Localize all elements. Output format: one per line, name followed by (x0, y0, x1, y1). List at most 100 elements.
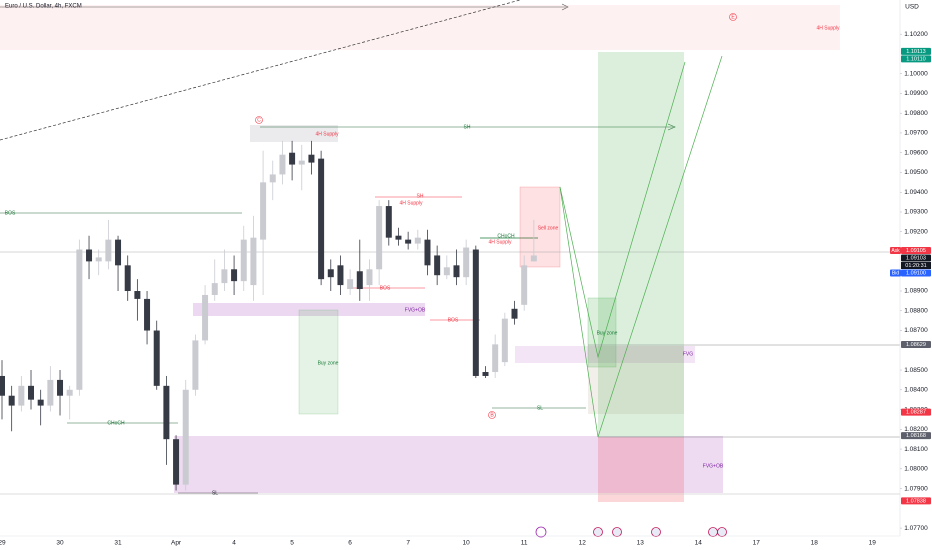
arrow-head (561, 3, 569, 11)
y-tick-label: 1.08800 (904, 307, 928, 314)
candle-body (337, 265, 344, 286)
y-tick-label: 1.09200 (904, 228, 928, 235)
candle-body (298, 160, 305, 165)
candle-body (173, 439, 180, 485)
price-tag (901, 497, 931, 505)
wave-marker (255, 116, 263, 124)
annotation: SH (417, 193, 424, 199)
price-tag-side (890, 247, 901, 255)
fvg-zone (515, 346, 695, 363)
y-tick-label: 1.09800 (904, 110, 928, 117)
candle-body (347, 279, 354, 290)
candle-body (134, 291, 141, 299)
candle-body (424, 239, 431, 266)
x-tick-label: 5 (290, 540, 294, 547)
annotation: FVG+OB (703, 463, 724, 469)
fvg-zone (174, 436, 723, 493)
candle-body (434, 255, 441, 276)
annotation: SH (464, 124, 471, 130)
event-icon (651, 527, 661, 537)
supply-zone (250, 125, 338, 142)
event-icons (593, 527, 727, 537)
candle-body (511, 308, 518, 319)
wave-marker (729, 13, 737, 21)
annotation: 4H Supply (816, 25, 840, 31)
projection (559, 55, 723, 438)
chart-title: Euro / U.S. Dollar, 4h, FXCM (5, 4, 82, 10)
candle-body (105, 239, 112, 262)
candle-body (289, 152, 296, 165)
price-tag (901, 55, 931, 63)
y-tick-label: 1.07700 (904, 525, 928, 532)
candle-body (279, 154, 286, 175)
arrow-head (667, 123, 676, 131)
price-tag-label: 1.10110 (906, 56, 925, 62)
y-tick-label: 1.10200 (904, 31, 928, 38)
x-tick-label: 18 (811, 540, 819, 547)
price-tag-side (890, 269, 901, 277)
candle-body (192, 340, 199, 390)
candle-body (231, 269, 238, 282)
candle-body (366, 269, 373, 286)
wave-marker (488, 411, 496, 419)
buy-zone (587, 297, 617, 368)
price-tag (901, 432, 931, 440)
annotation: BOS (448, 317, 459, 323)
x-tick-label: 7 (406, 540, 410, 547)
annotation: 4H Supply (488, 239, 512, 245)
candle-body (153, 330, 160, 386)
price-tag (901, 247, 931, 255)
countdown: 01:20:31 (905, 263, 926, 269)
price-tag-label: 1.08287 (906, 410, 926, 416)
target-zone (598, 52, 684, 437)
stop-zone (598, 437, 684, 502)
candle-body (385, 206, 392, 238)
price-tag (901, 254, 931, 262)
x-tick-label: 29 (0, 540, 6, 547)
projection (559, 61, 686, 359)
annotation: CHoCH (107, 420, 125, 426)
candle-body (37, 399, 44, 406)
x-tick-label: 17 (753, 540, 761, 547)
candle-body (47, 379, 54, 406)
sell-zone (519, 186, 561, 268)
fvg-zone (193, 303, 425, 316)
annotation: 4H Supply (315, 131, 339, 137)
y-tick-label: 1.07900 (904, 485, 928, 492)
candle-body (472, 249, 479, 376)
candle-body (8, 395, 15, 406)
candle-body (144, 298, 151, 331)
price-tag-label: 1.08629 (906, 342, 926, 348)
candle-body (395, 235, 402, 240)
candle-body (163, 385, 170, 440)
x-tick-label: 10 (463, 540, 471, 547)
y-tick-label: 1.10000 (904, 70, 928, 77)
annotation: Sell zone (538, 225, 559, 231)
currency-label: USD (905, 4, 919, 11)
candle-body (521, 265, 528, 305)
price-tag-label: 1.10113 (906, 49, 925, 55)
wave-label: B (490, 412, 494, 418)
y-tick-label: 1.08500 (904, 367, 928, 374)
price-tag-label: 1.09100 (906, 270, 926, 276)
y-tick-label: 1.09500 (904, 169, 928, 176)
candle-body (356, 271, 363, 290)
event-icon (708, 527, 718, 537)
candle-body (414, 237, 421, 244)
y-tick-label: 1.09300 (904, 209, 928, 216)
price-tag (901, 408, 931, 416)
candle-body (482, 372, 489, 376)
annotation: SL (537, 405, 543, 411)
y-tick-label: 1.08700 (904, 327, 928, 334)
price-tag (901, 341, 931, 349)
candle-body (530, 255, 537, 262)
price-tag (901, 269, 931, 277)
candle-body (250, 237, 257, 286)
candle-body (260, 182, 267, 240)
candle-body (269, 174, 276, 183)
candle-body (18, 385, 25, 406)
y-tick-label: 1.09900 (904, 90, 928, 97)
candle-body (95, 257, 102, 262)
y-tick-label: 1.08200 (904, 426, 928, 433)
